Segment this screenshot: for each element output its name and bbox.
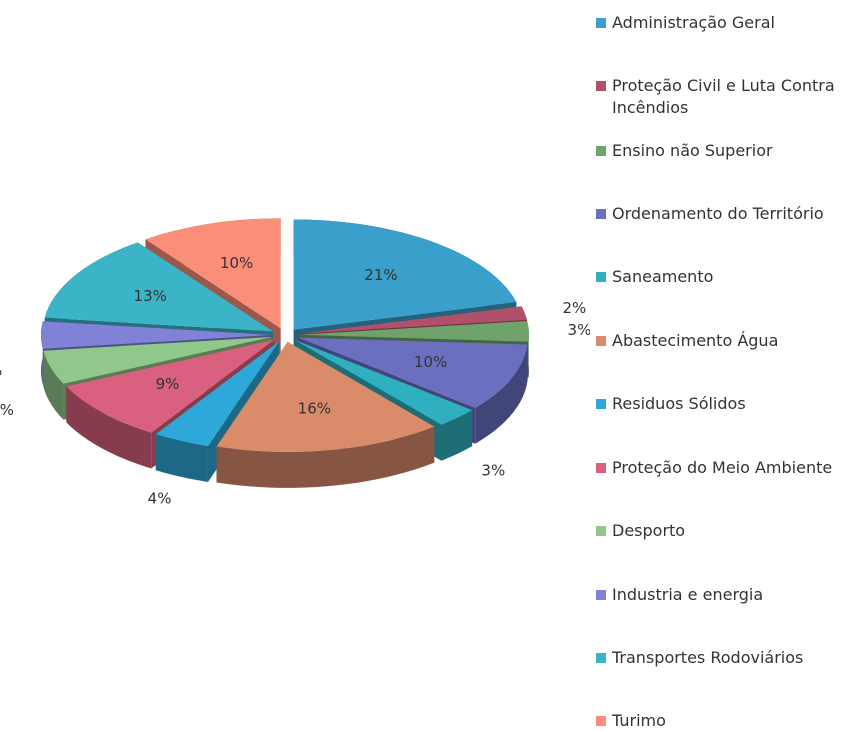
- legend-swatch: [596, 272, 606, 282]
- data-label: 3%: [481, 461, 505, 479]
- legend-item: Saneamento: [596, 266, 851, 288]
- legend-label: Abastecimento Água: [612, 331, 779, 350]
- slice-top: [43, 336, 272, 384]
- slice-top: [66, 339, 275, 433]
- legend-item: Abastecimento Água: [596, 330, 851, 352]
- legend-swatch: [596, 463, 606, 473]
- data-label: 2%: [562, 299, 586, 317]
- data-label: 10%: [414, 353, 447, 371]
- legend-label: Administração Geral: [612, 13, 775, 32]
- slice-top: [155, 341, 280, 446]
- data-label: 21%: [364, 266, 397, 284]
- legend-label: Desporto: [612, 521, 686, 540]
- legend-swatch: [596, 653, 606, 663]
- legend-swatch: [596, 526, 606, 536]
- slice-side: [66, 386, 152, 469]
- legend-label: Turimo: [612, 711, 666, 730]
- data-label: 9%: [156, 375, 180, 393]
- data-label: 10%: [220, 254, 253, 272]
- legend-swatch: [596, 146, 606, 156]
- slice-top: [298, 337, 528, 408]
- legend-swatch: [596, 716, 606, 726]
- slice-side: [155, 434, 208, 482]
- data-label: 4%: [148, 489, 172, 507]
- legend-swatch: [596, 399, 606, 409]
- legend-label: Saneamento: [612, 267, 714, 286]
- slice-top: [44, 242, 273, 332]
- data-label: 13%: [134, 287, 167, 305]
- data-label: 3%: [568, 321, 590, 339]
- slice-side: [441, 410, 473, 461]
- legend-item: Residuos Sólidos: [596, 393, 851, 415]
- legend-swatch: [596, 81, 606, 91]
- slice-top: [145, 218, 281, 329]
- legend-swatch: [596, 18, 606, 28]
- slice-side: [216, 426, 435, 488]
- slice: [216, 341, 435, 488]
- legend-item: Turimo: [596, 710, 851, 732]
- legend-item: Desporto: [596, 520, 851, 542]
- data-label: 5%: [0, 401, 14, 419]
- legend-label: Proteção do Meio Ambiente: [612, 458, 833, 477]
- data-label: 16%: [298, 399, 331, 417]
- legend-swatch: [596, 336, 606, 346]
- legend-swatch: [596, 209, 606, 219]
- data-label: 4%: [0, 362, 2, 380]
- legend-item: Industria e energia: [596, 584, 851, 606]
- slice-top: [216, 341, 435, 452]
- chart: 21% 2% 3% 10% 3% 16% 4% 9% 5% 4% 13% 10%: [0, 218, 590, 507]
- legend-item: Ensino não Superior: [596, 140, 851, 162]
- legend-label: Industria e energia: [612, 585, 764, 604]
- legend-label: Residuos Sólidos: [612, 394, 746, 413]
- legend-item: Proteção Civil e Luta Contra Incêndios: [596, 75, 851, 119]
- legend-label: Proteção Civil e Luta Contra Incêndios: [612, 76, 835, 117]
- legend-label: Transportes Rodoviários: [612, 648, 804, 667]
- legend-label: Ordenamento do Território: [612, 204, 824, 223]
- legend-item: Proteção do Meio Ambiente: [596, 457, 851, 479]
- legend-item: Transportes Rodoviários: [596, 647, 851, 669]
- legend-label: Ensino não Superior: [612, 141, 773, 160]
- legend-swatch: [596, 590, 606, 600]
- slice-top: [293, 219, 517, 330]
- slice-side: [43, 350, 64, 420]
- slice-top: [298, 320, 529, 342]
- slice-top: [298, 306, 527, 334]
- legend-item: Administração Geral: [596, 12, 851, 34]
- slice-top: [294, 339, 473, 425]
- slice-side: [475, 344, 528, 444]
- slice-top: [41, 321, 271, 349]
- legend-item: Ordenamento do Território: [596, 203, 851, 225]
